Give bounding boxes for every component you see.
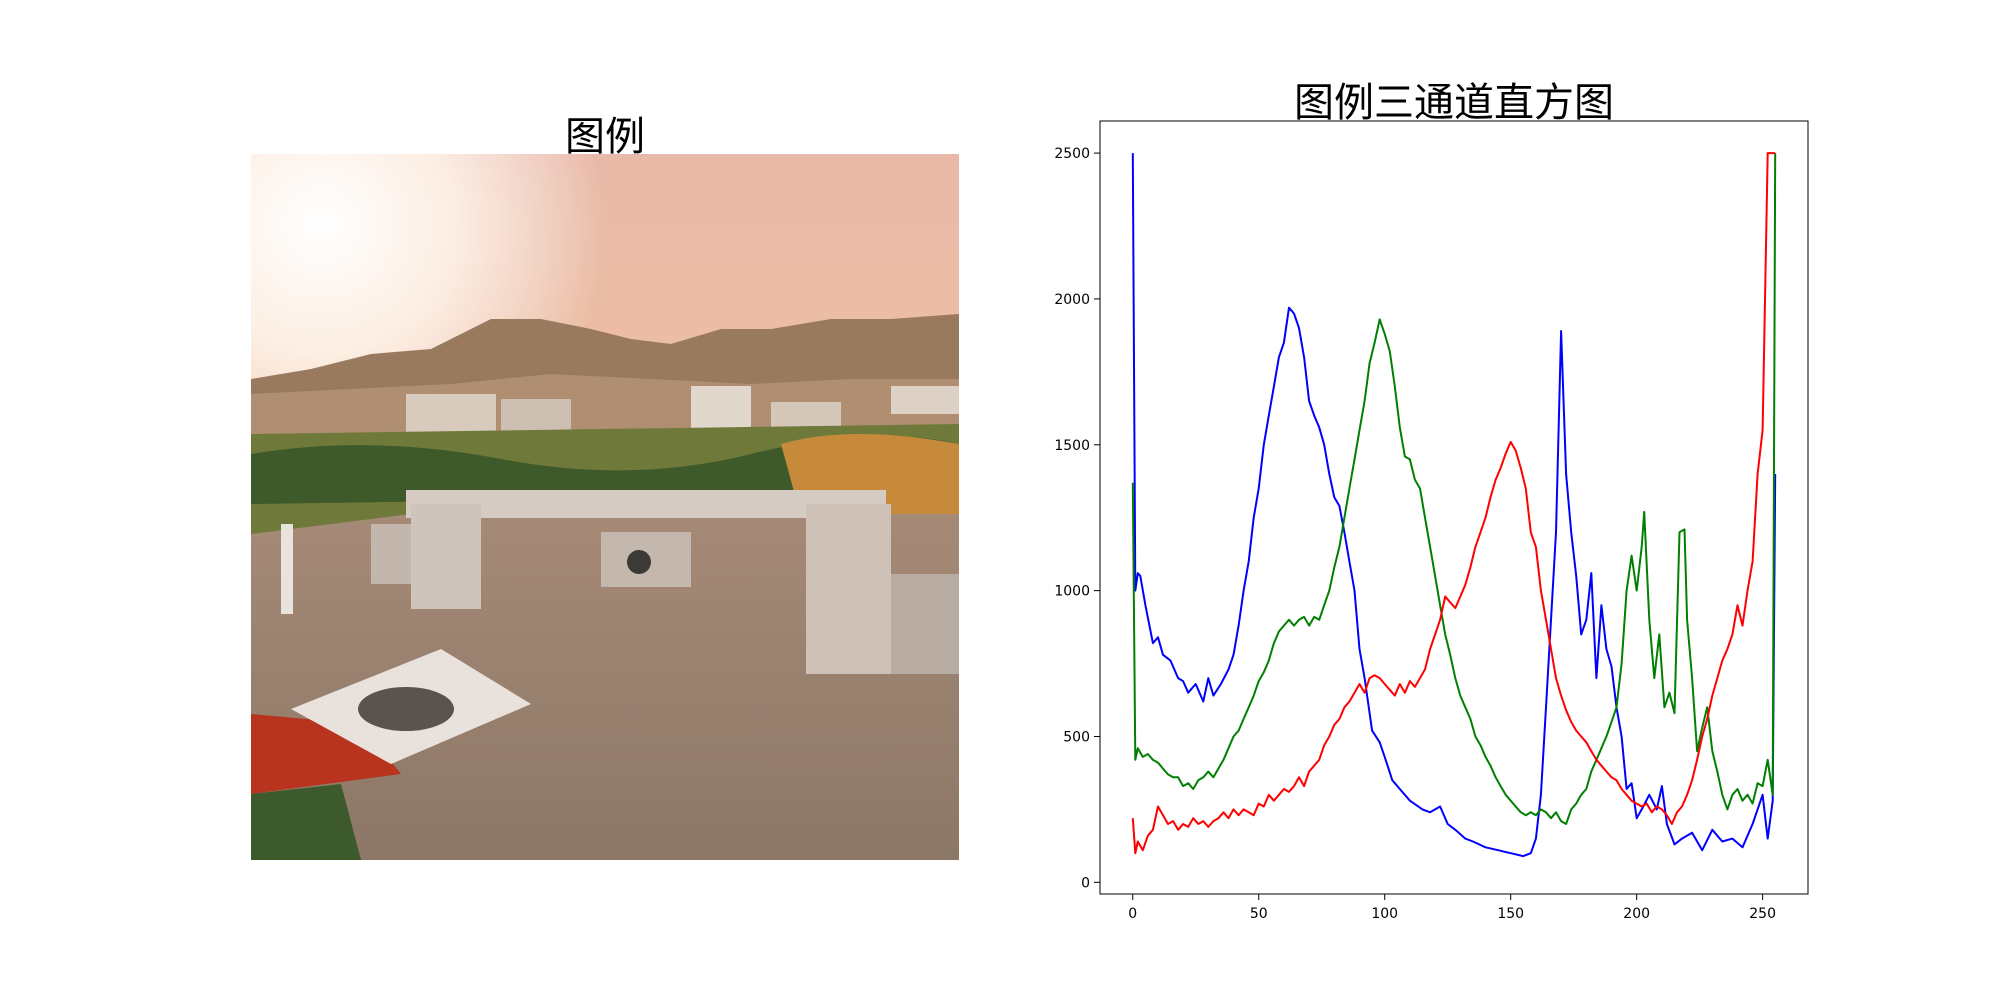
plot-frame xyxy=(1099,120,1809,895)
x-tick-label: 100 xyxy=(1371,906,1398,922)
x-tick-label: 200 xyxy=(1623,906,1650,922)
y-tick-label: 1000 xyxy=(1054,584,1090,600)
y-tick-label: 500 xyxy=(1063,729,1090,745)
x-tick-label: 0 xyxy=(1128,906,1137,922)
image-title: 图例 xyxy=(565,114,645,160)
y-tick-label: 1500 xyxy=(1054,438,1090,454)
y-tick-label: 0 xyxy=(1081,875,1090,891)
y-tick-label: 2500 xyxy=(1054,146,1090,162)
series-line-1 xyxy=(1131,153,1777,825)
series-line-0 xyxy=(1131,153,1777,858)
x-tick-label: 50 xyxy=(1250,906,1268,922)
x-tick-label: 250 xyxy=(1749,906,1776,922)
campus-gate-photo xyxy=(251,154,959,860)
y-tick-label: 2000 xyxy=(1054,292,1090,308)
series-line-2 xyxy=(1131,152,1776,855)
x-tick-label: 150 xyxy=(1497,906,1524,922)
chart-title: 图例三通道直方图 xyxy=(1294,80,1614,126)
plot-series-group xyxy=(1131,152,1777,858)
